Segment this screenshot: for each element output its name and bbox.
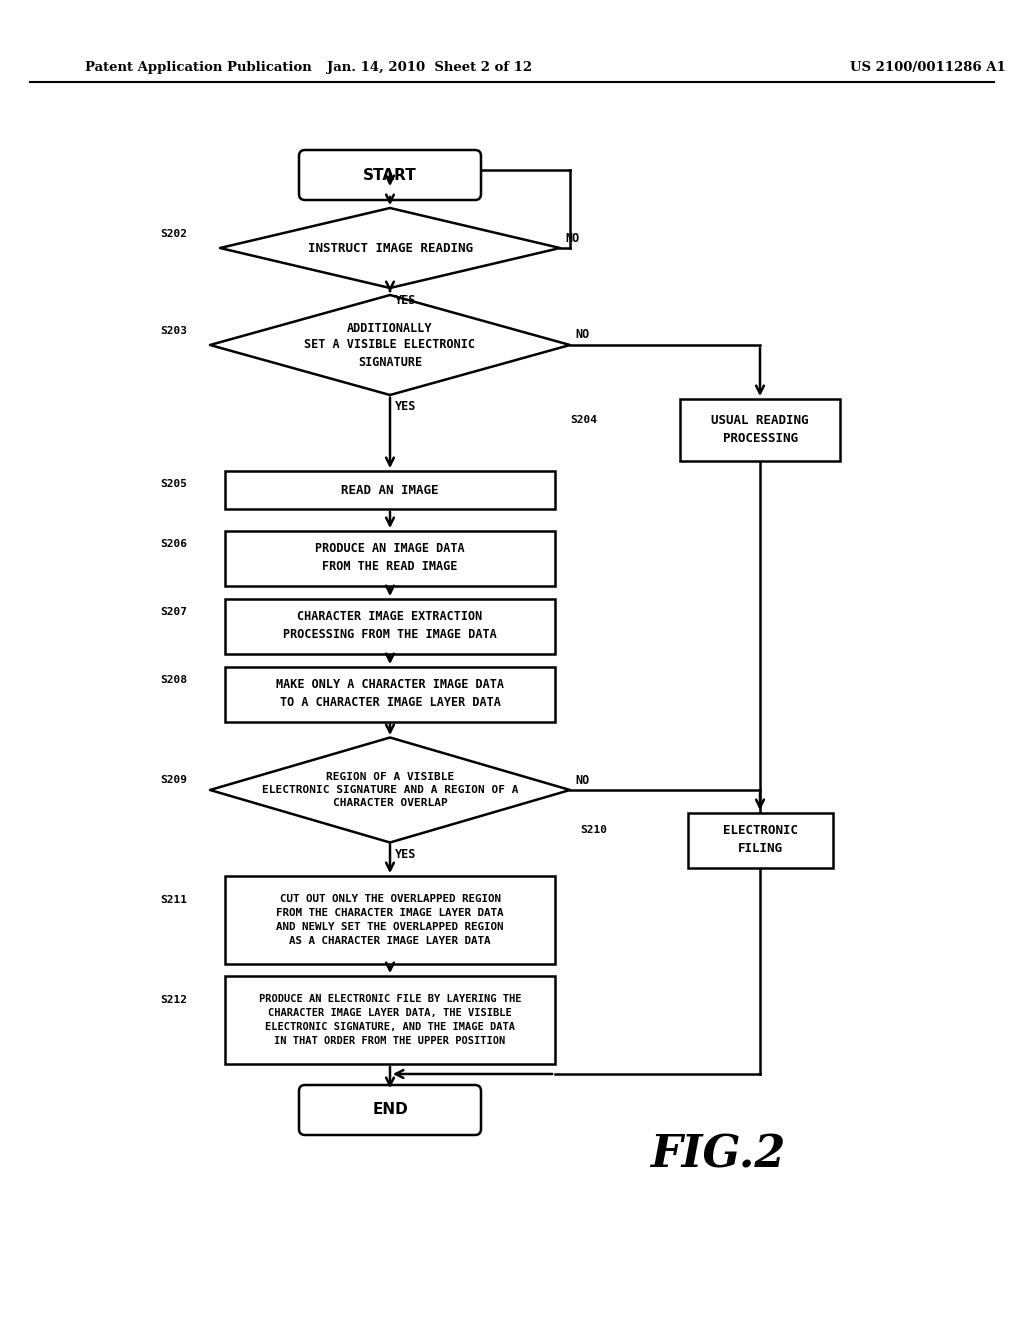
Text: INSTRUCT IMAGE READING: INSTRUCT IMAGE READING: [307, 242, 472, 255]
Text: Patent Application Publication: Patent Application Publication: [85, 62, 311, 74]
Text: S210: S210: [580, 825, 607, 836]
Bar: [225, 471, 555, 510]
Text: S212: S212: [160, 995, 187, 1005]
Text: YES: YES: [395, 400, 417, 413]
Bar: [687, 813, 833, 867]
Text: ADDITIONALLY
SET A VISIBLE ELECTRONIC
SIGNATURE: ADDITIONALLY SET A VISIBLE ELECTRONIC SI…: [304, 322, 475, 368]
Text: US 2100/0011286 A1: US 2100/0011286 A1: [850, 62, 1006, 74]
Text: PRODUCE AN ELECTRONIC FILE BY LAYERING THE
CHARACTER IMAGE LAYER DATA, THE VISIB: PRODUCE AN ELECTRONIC FILE BY LAYERING T…: [259, 994, 521, 1045]
Text: END: END: [372, 1102, 408, 1118]
Bar: [225, 876, 555, 964]
Polygon shape: [210, 294, 570, 395]
Text: S208: S208: [160, 675, 187, 685]
Bar: [225, 598, 555, 653]
Text: S211: S211: [160, 895, 187, 906]
FancyBboxPatch shape: [299, 150, 481, 201]
Bar: [680, 399, 840, 461]
Text: CUT OUT ONLY THE OVERLAPPED REGION
FROM THE CHARACTER IMAGE LAYER DATA
AND NEWLY: CUT OUT ONLY THE OVERLAPPED REGION FROM …: [276, 894, 504, 946]
Bar: [225, 531, 555, 586]
Text: READ AN IMAGE: READ AN IMAGE: [341, 483, 438, 496]
Text: Jan. 14, 2010  Sheet 2 of 12: Jan. 14, 2010 Sheet 2 of 12: [328, 62, 532, 74]
Text: NO: NO: [575, 329, 589, 342]
Text: START: START: [364, 168, 417, 182]
Text: S206: S206: [160, 539, 187, 549]
Polygon shape: [210, 738, 570, 842]
Text: USUAL READING
PROCESSING: USUAL READING PROCESSING: [712, 414, 809, 446]
Text: S209: S209: [160, 775, 187, 785]
Text: NO: NO: [575, 774, 589, 787]
Text: PRODUCE AN IMAGE DATA
FROM THE READ IMAGE: PRODUCE AN IMAGE DATA FROM THE READ IMAG…: [315, 543, 465, 573]
Text: S204: S204: [570, 414, 597, 425]
Text: S205: S205: [160, 479, 187, 488]
Bar: [225, 667, 555, 722]
Text: YES: YES: [395, 293, 417, 306]
Text: REGION OF A VISIBLE
ELECTRONIC SIGNATURE AND A REGION OF A
CHARACTER OVERLAP: REGION OF A VISIBLE ELECTRONIC SIGNATURE…: [262, 772, 518, 808]
Text: FIG.2: FIG.2: [650, 1134, 785, 1176]
Text: S203: S203: [160, 326, 187, 337]
Bar: [225, 975, 555, 1064]
Polygon shape: [220, 209, 560, 288]
Text: YES: YES: [395, 847, 417, 861]
Text: NO: NO: [565, 231, 580, 244]
Text: S207: S207: [160, 607, 187, 616]
Text: MAKE ONLY A CHARACTER IMAGE DATA
TO A CHARACTER IMAGE LAYER DATA: MAKE ONLY A CHARACTER IMAGE DATA TO A CH…: [276, 678, 504, 710]
Text: CHARACTER IMAGE EXTRACTION
PROCESSING FROM THE IMAGE DATA: CHARACTER IMAGE EXTRACTION PROCESSING FR…: [283, 610, 497, 642]
Text: ELECTRONIC
FILING: ELECTRONIC FILING: [723, 825, 798, 855]
Text: S202: S202: [160, 228, 187, 239]
FancyBboxPatch shape: [299, 1085, 481, 1135]
